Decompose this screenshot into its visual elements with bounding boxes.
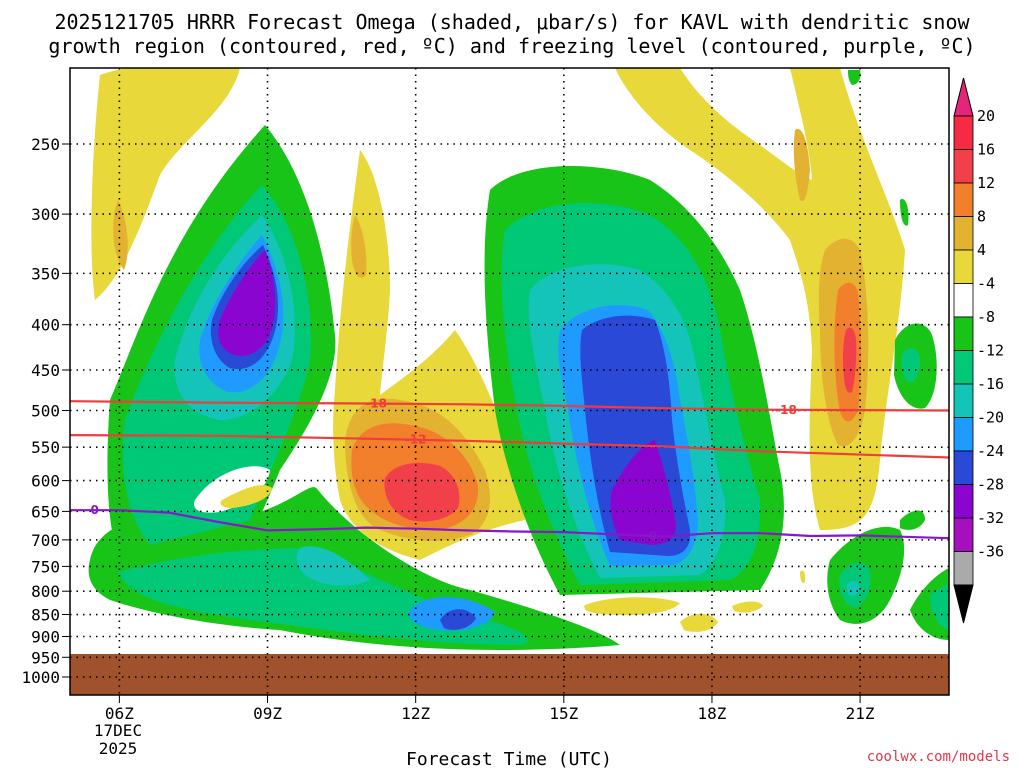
omega-positive-low-d <box>800 570 806 583</box>
y-tick-label-650: 650 <box>31 502 60 521</box>
colorbar-segment-13 <box>953 551 974 586</box>
grid-lines <box>70 68 949 695</box>
colorbar-label-12: -32 <box>977 509 1004 527</box>
omega-positive-low-a <box>584 597 680 616</box>
watermark: coolwx.com/models <box>867 749 1010 765</box>
colorbar: 20 16 12 8 4 -4 -8 -12 -16 -20 -24 -28 -32 -36 <box>953 77 1004 624</box>
x-tick-label-18Z: 18Z <box>698 704 727 723</box>
y-tick-label-500: 500 <box>31 402 60 421</box>
colorbar-bottom-arrow <box>953 584 974 624</box>
colorbar-label-13: -36 <box>977 543 1004 561</box>
colorbar-label-3: 8 <box>977 208 986 226</box>
y-tick-label-750: 750 <box>31 557 60 576</box>
colorbar-label-1: 16 <box>977 141 995 159</box>
y-tick-label-800: 800 <box>31 582 60 601</box>
colorbar-label-10: -24 <box>977 442 1004 460</box>
colorbar-label-0: 20 <box>977 107 995 125</box>
omega-positive-low-b <box>680 613 718 632</box>
x-axis-title: Forecast Time (UTC) <box>406 749 612 768</box>
x-tick-label-06Z: 06Z <box>105 704 134 723</box>
colorbar-label-2: 12 <box>977 174 995 192</box>
colorbar-label-9: -20 <box>977 409 1004 427</box>
dendritic-top-line <box>70 400 949 412</box>
colorbar-segment-3 <box>953 216 974 251</box>
omega-positive-upper-left <box>91 68 240 300</box>
colorbar-segment-12 <box>953 517 974 552</box>
colorbar-top-arrow <box>953 77 974 117</box>
x-date-year-label: 2025 <box>99 739 138 758</box>
colorbar-label-8: -16 <box>977 375 1004 393</box>
omega-neutral-upper-right-gap <box>680 68 812 180</box>
omega-negative-west-m28 <box>218 250 276 356</box>
omega-shading <box>88 68 949 650</box>
colorbar-segment-11 <box>953 484 974 519</box>
y-tick-label-900: 900 <box>31 627 60 646</box>
omega-negative-top-small <box>848 70 861 85</box>
colorbar-label-11: -28 <box>977 476 1004 494</box>
omega-positive-upper-right-streak <box>793 129 810 202</box>
y-tick-label-600: 600 <box>31 472 60 491</box>
omega-positive-pocket <box>220 485 272 508</box>
y-tick-label-350: 350 <box>31 264 60 283</box>
dendritic-top-label-0: -18 <box>365 397 387 411</box>
plot-frame <box>69 67 950 696</box>
y-tick-label-250: 250 <box>31 135 60 154</box>
y-tick-label-450: 450 <box>31 361 60 380</box>
freezing-level-label-0: 0 <box>91 503 99 517</box>
x-date-day-label: 17DEC <box>94 721 142 740</box>
y-tick-label-400: 400 <box>31 316 60 335</box>
x-tick-label-12Z: 12Z <box>401 704 430 723</box>
dendritic-top-label-1: -18 <box>775 403 797 417</box>
colorbar-segment-0 <box>953 115 974 150</box>
omega-negative-right-blob-m12 <box>901 348 920 383</box>
dendritic-bottom-label-0: -12 <box>405 433 427 447</box>
omega-negative-band-m16 <box>296 546 370 586</box>
omega-negative-east-m28 <box>610 440 676 545</box>
colorbar-label-7: -12 <box>977 342 1004 360</box>
y-tick-label-850: 850 <box>31 606 60 625</box>
colorbar-label-5: -4 <box>977 275 995 293</box>
omega-positive-upper-column <box>351 215 367 278</box>
omega-negative-right-edge-m12 <box>930 584 949 630</box>
colorbar-segment-7 <box>953 350 974 385</box>
colorbar-segment-9 <box>953 417 974 452</box>
omega-positive-low-c <box>732 601 763 613</box>
y-tick-label-1000: 1000 <box>21 668 60 687</box>
y-axis: 250 300 350 400 450 500 550 600 650 700 750 800 850 9… <box>21 135 70 687</box>
chart-title-line-1: 2025121705 HRRR Forecast Omega (shaded, … <box>54 10 970 34</box>
colorbar-segment-10 <box>953 450 974 485</box>
dendritic-bottom-line <box>70 434 949 459</box>
y-tick-label-550: 550 <box>31 438 60 457</box>
x-tick-label-21Z: 21Z <box>846 704 875 723</box>
colorbar-label-6: -8 <box>977 308 995 326</box>
freezing-level-label-1: 0 <box>649 529 657 543</box>
y-tick-label-300: 300 <box>31 205 60 224</box>
contour-lines: -18 -18 -12 0 0 <box>70 397 949 543</box>
x-axis: 06Z 09Z 12Z 15Z 18Z 21Z <box>105 695 875 723</box>
omega-positive-upper-left-core <box>113 200 128 270</box>
omega-negative-lower-right-m16 <box>847 580 860 596</box>
colorbar-segment-2 <box>953 182 974 217</box>
freezing-level-line <box>70 509 949 540</box>
omega-neutral-pocket <box>194 466 270 513</box>
colorbar-label-4: 4 <box>977 241 986 259</box>
omega-positive-upper-right-c16 <box>842 327 857 393</box>
colorbar-segment-5 <box>953 283 974 318</box>
chart-title-line-2: growth region (contoured, red, ºC) and f… <box>48 34 975 58</box>
omega-positive-central-c16 <box>384 462 460 522</box>
colorbar-segment-4 <box>953 249 974 284</box>
omega-negative-right-mid <box>900 510 925 530</box>
x-tick-label-09Z: 09Z <box>253 704 282 723</box>
y-tick-label-950: 950 <box>31 648 60 667</box>
colorbar-segment-6 <box>953 316 974 351</box>
ground-surface <box>70 654 949 695</box>
y-tick-label-700: 700 <box>31 531 60 550</box>
omega-negative-right-small <box>900 199 909 226</box>
x-tick-label-15Z: 15Z <box>549 704 578 723</box>
colorbar-segment-8 <box>953 383 974 418</box>
colorbar-segment-1 <box>953 149 974 184</box>
